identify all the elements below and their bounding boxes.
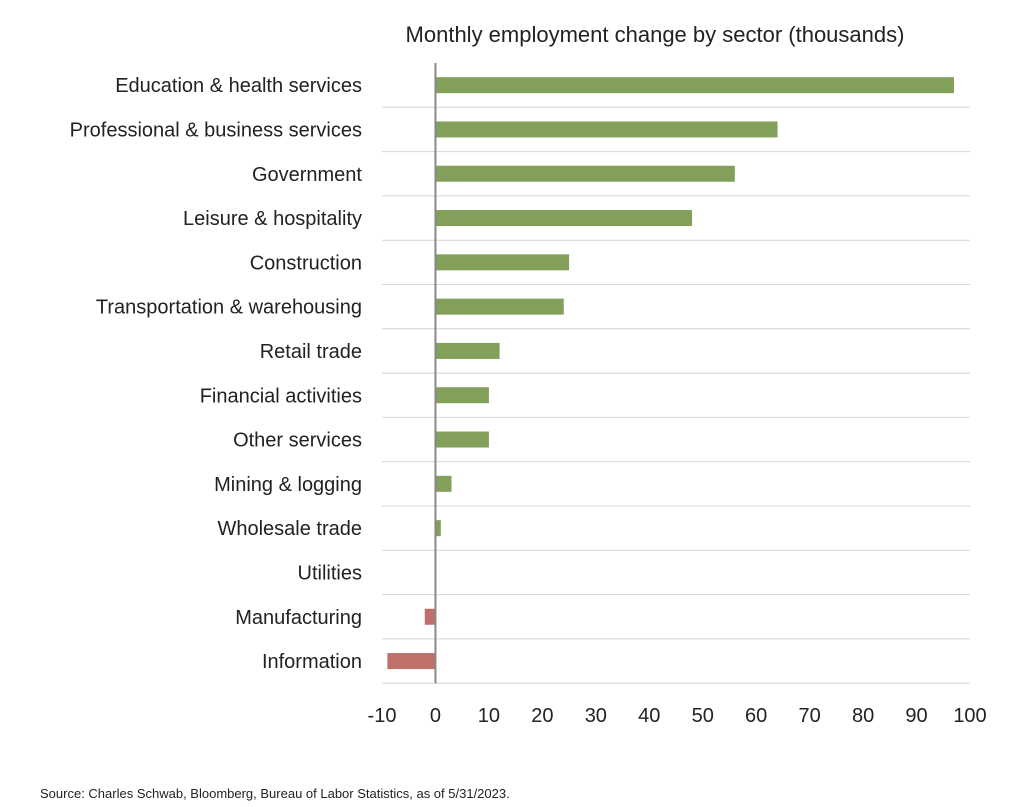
bar <box>435 342 500 359</box>
category-label: Construction <box>250 252 362 274</box>
category-labels: Education & health services Professional … <box>70 75 363 673</box>
category-label: Government <box>252 164 362 186</box>
grid-lines <box>382 106 970 684</box>
x-tick-label: 90 <box>905 705 927 727</box>
category-label: Utilities <box>298 562 362 584</box>
category-label: Other services <box>233 430 362 452</box>
bar <box>435 520 441 537</box>
x-axis-ticks: -10 0 10 20 30 40 50 60 70 80 90 100 <box>368 705 987 727</box>
bar <box>435 77 954 94</box>
x-tick-label: -10 <box>368 705 397 727</box>
category-label: Manufacturing <box>235 607 362 629</box>
bar <box>435 475 452 492</box>
x-tick-label: 20 <box>531 705 553 727</box>
bar <box>424 608 436 625</box>
x-tick-label: 70 <box>799 705 821 727</box>
x-tick-label: 0 <box>430 705 441 727</box>
x-tick-label: 80 <box>852 705 874 727</box>
bar <box>435 121 778 138</box>
category-label: Information <box>262 651 362 673</box>
x-tick-label: 30 <box>585 705 607 727</box>
category-label: Retail trade <box>260 341 362 363</box>
bar <box>435 387 489 404</box>
bar <box>435 165 735 182</box>
bar <box>435 298 564 315</box>
category-label: Financial activities <box>200 385 362 407</box>
x-tick-label: 60 <box>745 705 767 727</box>
bars <box>387 77 954 670</box>
bar <box>435 210 693 227</box>
category-label: Wholesale trade <box>217 518 362 540</box>
x-tick-label: 50 <box>692 705 714 727</box>
chart-svg: Monthly employment change by sector (tho… <box>70 22 987 727</box>
x-tick-label: 100 <box>953 705 986 727</box>
category-label: Transportation & warehousing <box>96 297 362 319</box>
category-label: Leisure & hospitality <box>183 208 362 230</box>
source-note: Source: Charles Schwab, Bloomberg, Burea… <box>40 786 510 801</box>
x-tick-label: 40 <box>638 705 660 727</box>
x-tick-label: 10 <box>478 705 500 727</box>
chart-title: Monthly employment change by sector (tho… <box>406 22 905 47</box>
category-label: Professional & business services <box>70 119 362 141</box>
bar <box>435 254 570 271</box>
category-label: Mining & logging <box>214 474 362 496</box>
bar <box>387 653 436 670</box>
bar <box>435 431 489 448</box>
category-label: Education & health services <box>115 75 362 97</box>
